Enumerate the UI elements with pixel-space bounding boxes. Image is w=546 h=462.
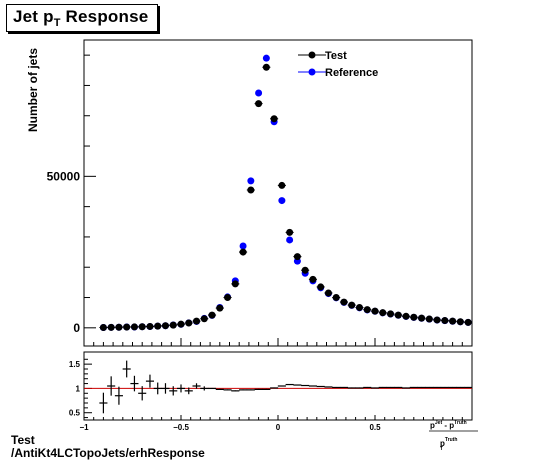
test-point	[456, 318, 464, 326]
test-point	[216, 304, 224, 312]
test-point	[247, 186, 255, 194]
test-point	[387, 310, 395, 318]
test-point	[115, 323, 123, 331]
x-tick-label: −1	[79, 423, 89, 432]
test-point	[239, 248, 247, 256]
test-point	[394, 311, 402, 319]
test-point	[293, 253, 301, 261]
legend-test-label: Test	[325, 50, 347, 62]
test-point	[231, 280, 239, 288]
test-point	[363, 306, 371, 314]
reference-point	[286, 236, 294, 244]
ratio-y-tick-label: 1.5	[69, 360, 81, 369]
footer-line-2: /AntiKt4LCTopoJets/erhResponse	[11, 446, 205, 460]
test-point	[379, 309, 387, 317]
test-point	[425, 315, 433, 323]
legend-reference-label: Reference	[325, 67, 378, 79]
reference-point	[239, 242, 247, 250]
test-point	[138, 323, 146, 331]
test-point	[332, 294, 340, 302]
reference-point	[278, 197, 286, 205]
test-point	[441, 317, 449, 325]
test-point	[286, 228, 294, 236]
legend-reference-marker	[308, 68, 316, 76]
test-point	[146, 322, 154, 330]
test-point	[402, 312, 410, 320]
reference-point	[262, 54, 270, 62]
test-point	[123, 323, 131, 331]
y-axis-label: Number of jets	[26, 48, 40, 132]
test-point	[200, 315, 208, 323]
test-point	[255, 100, 263, 108]
x-axis-label-numerator: pJet - pTruth	[430, 420, 467, 430]
test-point	[185, 319, 193, 327]
test-point	[270, 115, 278, 123]
x-tick-label: −0.5	[173, 423, 189, 432]
x-tick-label: 0.5	[369, 423, 381, 432]
test-point	[309, 275, 317, 283]
x-axis-label-subscript: T	[440, 446, 443, 452]
legend-test-marker	[308, 51, 316, 59]
test-point	[224, 294, 232, 302]
test-point	[262, 63, 270, 71]
test-point	[208, 311, 216, 319]
test-point	[410, 313, 418, 321]
test-point	[161, 322, 169, 330]
ratio-y-tick-label: 1	[76, 384, 81, 393]
reference-point	[255, 89, 263, 97]
ratio-y-tick-label: 0.5	[69, 409, 81, 418]
test-point	[371, 307, 379, 315]
test-point	[154, 322, 162, 330]
footer-line-1: Test	[11, 433, 35, 447]
test-point	[348, 301, 356, 309]
test-point	[193, 317, 201, 325]
test-point	[169, 321, 177, 329]
x-axis-label-denominator: pTruth	[440, 437, 457, 448]
y-tick-label: 0	[73, 321, 80, 335]
x-tick-label: 0	[276, 423, 281, 432]
test-point	[464, 318, 472, 326]
chart-title: Jet pT Response	[13, 7, 149, 29]
test-point	[301, 266, 309, 274]
test-point	[278, 181, 286, 189]
test-point	[177, 320, 185, 328]
test-point	[107, 323, 115, 331]
test-point	[130, 323, 138, 331]
reference-point	[247, 177, 255, 185]
test-point	[340, 298, 348, 306]
test-point	[355, 304, 363, 312]
main-plot-frame	[83, 39, 473, 347]
test-point	[433, 316, 441, 324]
test-point	[317, 283, 325, 291]
test-point	[324, 289, 332, 297]
y-tick-label: 50000	[47, 169, 81, 183]
test-point	[449, 317, 457, 325]
chart-title-box: Jet pT Response	[6, 4, 158, 32]
test-point	[99, 324, 107, 332]
test-point	[418, 314, 426, 322]
